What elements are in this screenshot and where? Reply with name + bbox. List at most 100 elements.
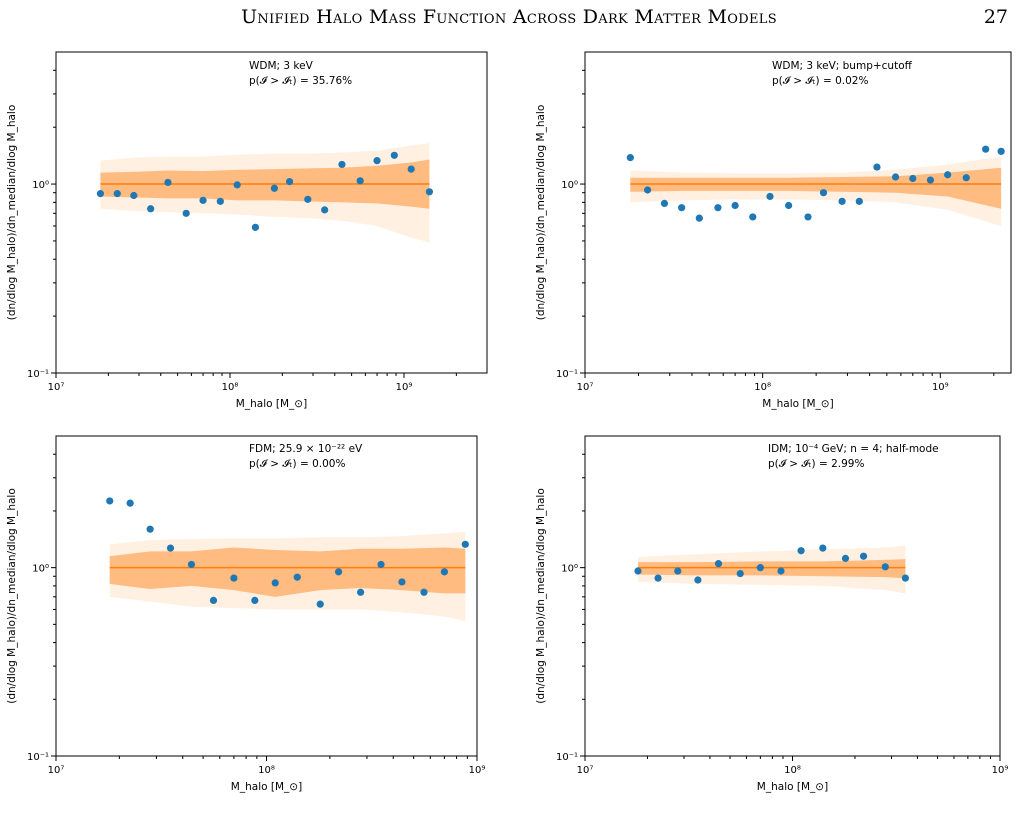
- model-annotation: FDM; 25.9 × 10⁻²² eV: [249, 443, 363, 455]
- x-tick-label: 10⁷: [48, 382, 65, 393]
- data-point: [187, 560, 196, 569]
- data-point: [285, 178, 294, 186]
- data-point: [420, 588, 428, 596]
- data-point: [251, 223, 260, 231]
- x-axis-label: M_halo [M_⊙]: [757, 781, 828, 793]
- data-point: [293, 573, 301, 581]
- model-annotation: WDM; 3 keV: [249, 60, 314, 72]
- x-tick-label: 10⁷: [577, 382, 594, 393]
- inner-scatter-band: [109, 547, 466, 597]
- data-point: [398, 578, 406, 586]
- x-tick-label: 10⁹: [932, 382, 949, 393]
- data-point: [182, 209, 190, 217]
- data-point: [338, 160, 346, 169]
- data-point: [461, 540, 469, 548]
- data-point: [736, 569, 744, 578]
- y-tick-label: 10⁻¹: [556, 752, 578, 763]
- data-point: [891, 173, 900, 181]
- data-point: [962, 174, 970, 182]
- data-point: [838, 197, 846, 205]
- axes-frame: [584, 51, 1012, 374]
- data-point: [678, 204, 686, 212]
- probability-annotation: p(𝓘 > 𝓘ₜ) = 35.76%: [249, 75, 352, 87]
- data-point: [146, 525, 154, 533]
- data-point: [674, 567, 682, 575]
- data-point: [804, 213, 812, 221]
- y-tick-label: 10⁻¹: [556, 369, 578, 380]
- data-point: [407, 165, 415, 173]
- data-point: [270, 184, 279, 192]
- data-point: [785, 201, 793, 210]
- x-tick-label: 10⁸: [222, 382, 239, 393]
- x-tick-label: 10⁸: [258, 765, 275, 776]
- data-point: [731, 201, 739, 210]
- data-point: [377, 560, 385, 569]
- data-point: [777, 567, 785, 575]
- y-tick-label: 10⁰: [561, 564, 578, 575]
- data-point: [873, 163, 881, 171]
- data-point: [166, 544, 175, 552]
- model-annotation: WDM; 3 keV; bump+cutoff: [772, 60, 913, 72]
- data-point: [113, 190, 121, 198]
- panel-1: 10⁷ 10⁸ 10⁹ 10⁻¹ 10⁰ M_halo [M_⊙] (dn/dlog M_h…: [6, 51, 488, 410]
- data-point: [626, 154, 634, 162]
- data-point: [230, 574, 238, 582]
- data-point: [859, 552, 868, 560]
- page-header: Unified Halo Mass Function Across Dark M…: [0, 0, 1018, 40]
- data-point: [944, 171, 952, 179]
- probability-annotation: p(𝓘 > 𝓘ₜ) = 0.02%: [772, 75, 868, 87]
- model-annotation: IDM; 10⁻⁴ GeV; n = 4; half-mode: [768, 443, 939, 455]
- data-point: [766, 192, 774, 201]
- data-point: [321, 206, 329, 214]
- x-tick-label: 10⁷: [577, 765, 594, 776]
- data-point: [714, 560, 723, 568]
- axes-frame: [584, 435, 1001, 757]
- data-point: [199, 196, 207, 204]
- x-tick-label: 10⁹: [469, 765, 486, 776]
- data-point: [356, 177, 364, 185]
- inner-scatter-band: [637, 559, 906, 579]
- y-axis-label: (dn/dlog M_halo)/dn_median/dlog M_halo: [6, 105, 18, 321]
- panel-4: 10⁷ 10⁸ 10⁹ 10⁻¹ 10⁰ M_halo [M_⊙] (dn/dlog M_h…: [535, 435, 1009, 793]
- page-number: 27: [983, 6, 1008, 28]
- data-point: [304, 195, 312, 203]
- data-point: [909, 174, 917, 183]
- y-tick-label: 10⁻¹: [27, 369, 49, 380]
- y-axis-label: (dn/dlog M_halo)/dn_median/dlog M_halo: [535, 105, 547, 321]
- data-point: [881, 563, 889, 571]
- data-point: [749, 213, 757, 221]
- probability-annotation: p(𝓘 > 𝓘ₜ) = 2.99%: [768, 458, 864, 470]
- data-point: [130, 191, 138, 200]
- data-point: [654, 574, 662, 582]
- y-tick-label: 10⁰: [32, 180, 49, 191]
- data-point: [643, 186, 652, 194]
- data-point: [997, 147, 1005, 155]
- y-tick-label: 10⁰: [561, 180, 578, 191]
- x-tick-label: 10⁸: [754, 382, 771, 393]
- data-point: [425, 188, 434, 196]
- data-point: [756, 564, 764, 572]
- data-point: [216, 197, 224, 205]
- data-point: [373, 157, 381, 165]
- data-point: [233, 181, 241, 189]
- data-point: [147, 205, 155, 213]
- axes-frame: [55, 51, 488, 374]
- x-tick-label: 10⁷: [48, 765, 65, 776]
- data-point: [316, 600, 324, 608]
- data-point: [695, 214, 703, 222]
- data-point: [106, 497, 114, 505]
- data-point: [96, 190, 105, 198]
- data-point: [209, 596, 218, 605]
- data-point: [901, 574, 909, 582]
- x-axis-label: M_halo [M_⊙]: [762, 398, 833, 410]
- y-axis-label: (dn/dlog M_halo)/dn_median/dlog M_halo: [6, 488, 18, 704]
- x-tick-label: 10⁸: [784, 765, 801, 776]
- data-point: [694, 576, 702, 584]
- data-point: [357, 588, 365, 596]
- y-axis-label: (dn/dlog M_halo)/dn_median/dlog M_halo: [535, 488, 547, 704]
- data-point: [271, 579, 279, 587]
- x-tick-label: 10⁹: [992, 765, 1009, 776]
- y-tick-label: 10⁰: [32, 564, 49, 575]
- data-point: [982, 145, 990, 153]
- data-point: [164, 178, 172, 187]
